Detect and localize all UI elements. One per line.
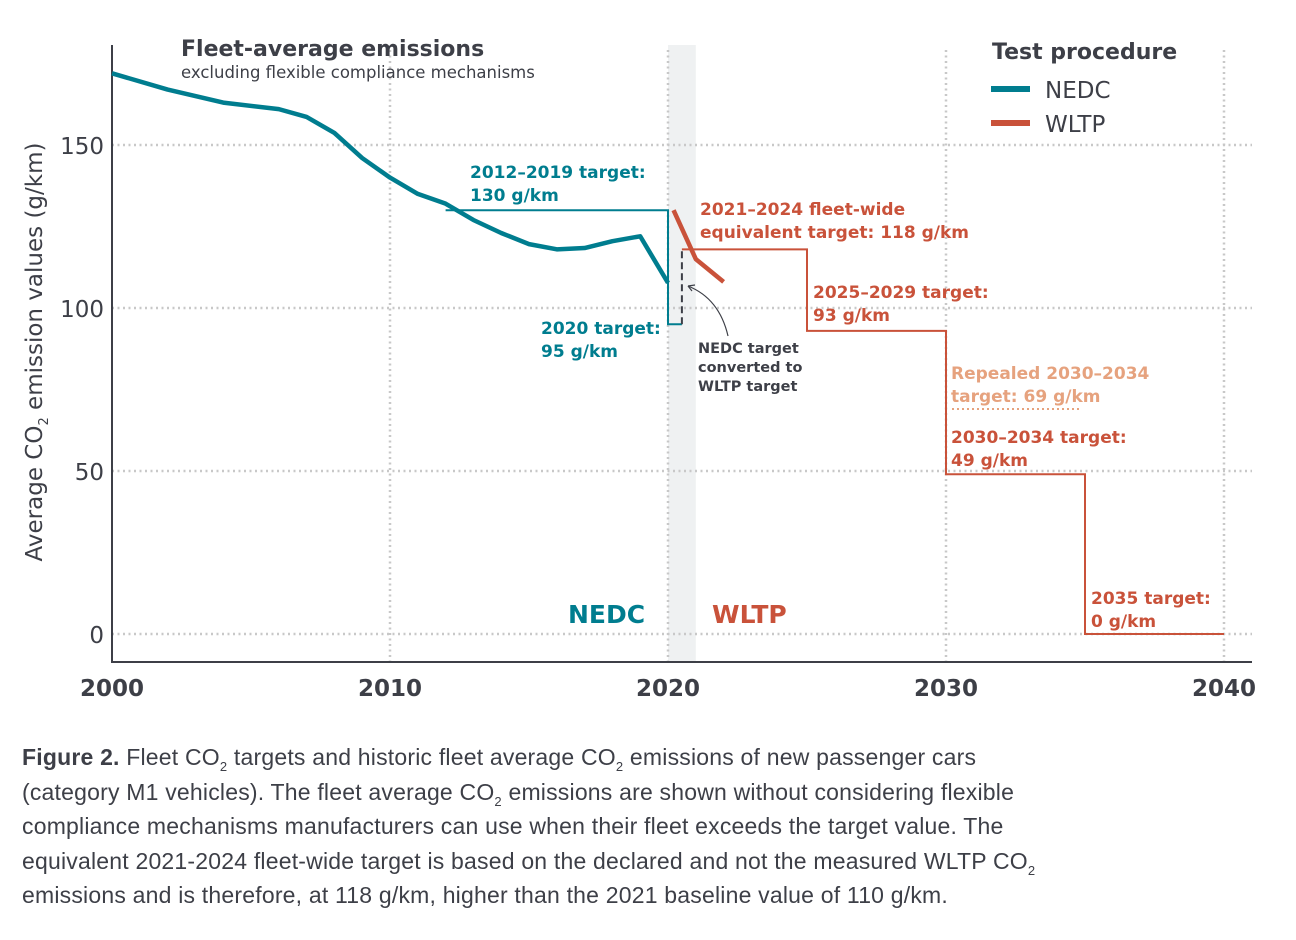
caption-line: compliance mechanisms manufacturers can … [22,809,1282,844]
annotation-t2025: 2025–2029 target: [813,283,989,303]
caption-line: Figure 2. Fleet CO2 targets and historic… [22,740,1282,775]
caption-text: Fleet CO [119,744,220,770]
x-tick-label: 2030 [914,676,978,702]
caption-subscript: 2 [615,759,624,774]
legend-title: Test procedure [992,40,1177,65]
annotation-t2035: 0 g/km [1091,612,1156,632]
figure-label: Figure 2. [22,744,120,770]
annotation-converted: WLTP target [698,379,797,395]
series-line-nedc [111,71,670,285]
caption-subscript: 2 [494,793,502,809]
y-tick-label: 0 [89,623,104,649]
annotation-t2030: 2030–2034 target: [951,428,1127,448]
y-axis-label: Average CO2 emission values (g/km) [22,143,52,562]
nedc-target-line [445,209,682,326]
x-tick-label: 2040 [1192,676,1256,702]
caption-subscript: 2 [219,759,228,774]
caption-text: equivalent 2021-2024 fleet-wide target i… [22,847,1028,874]
y-axis-label-part: Average CO [22,426,48,562]
x-tick-label: 2000 [80,676,144,702]
annotation-t2012: 130 g/km [470,186,559,206]
y-axis-label-sub: 2 [37,417,52,425]
figure-caption: Figure 2. Fleet CO2 targets and historic… [22,740,1282,913]
region-label-wltp: WLTP [712,600,787,629]
chart-subtitle: excluding flexible compliance mechanisms [181,63,535,82]
x-tick-label: 2020 [636,676,700,702]
series-line-wltp [671,209,726,284]
caption-text: emissions of new passenger cars [623,744,977,770]
caption-text: emissions are shown without considering … [501,778,1015,805]
arrowhead-icon [687,284,696,292]
caption-text: targets and historic fleet average CO [227,744,616,770]
annotation-t2020: 95 g/km [541,342,618,362]
caption-text: (category M1 vehicles). The fleet averag… [22,778,495,805]
annotation-t2030: 49 g/km [951,451,1028,471]
annotation-converted: NEDC target [698,341,799,357]
wltp-target-line [681,248,1224,635]
annotation-t2025: 93 g/km [813,306,890,326]
annotation-repealed: Repealed 2030–2034 [951,364,1150,384]
y-tick-label: 150 [60,134,104,160]
y-tick-label: 50 [75,460,104,486]
legend-label-nedc: NEDC [1045,78,1111,104]
y-tick-label: 100 [60,297,104,323]
caption-line: (category M1 vehicles). The fleet averag… [22,775,1282,810]
caption-text: emissions and is therefore, at 118 g/km,… [22,882,948,908]
annotation-t2021: 2021–2024 fleet-wide [700,200,905,220]
annotation-t2020: 2020 target: [541,319,661,339]
annotation-repealed: target: 69 g/km [951,387,1101,407]
caption-text: compliance mechanisms manufacturers can … [22,813,1004,839]
caption-subscript: 2 [1027,862,1036,878]
y-axis-label-part: emission values (g/km) [22,143,48,418]
annotation-arrow [687,285,729,337]
wltp-transition-band [668,45,696,662]
chart-title: Fleet-average emissions [181,37,484,62]
annotation-t2021: equivalent target: 118 g/km [700,223,969,243]
region-label-nedc: NEDC [568,600,645,629]
x-tick-label: 2010 [358,676,422,702]
caption-line: equivalent 2021-2024 fleet-wide target i… [22,844,1282,879]
annotation-t2012: 2012–2019 target: [470,163,646,183]
annotation-t2035: 2035 target: [1091,589,1211,609]
annotation-converted: converted to [698,360,802,376]
caption-line: emissions and is therefore, at 118 g/km,… [22,878,1282,913]
legend-label-wltp: WLTP [1045,112,1105,138]
